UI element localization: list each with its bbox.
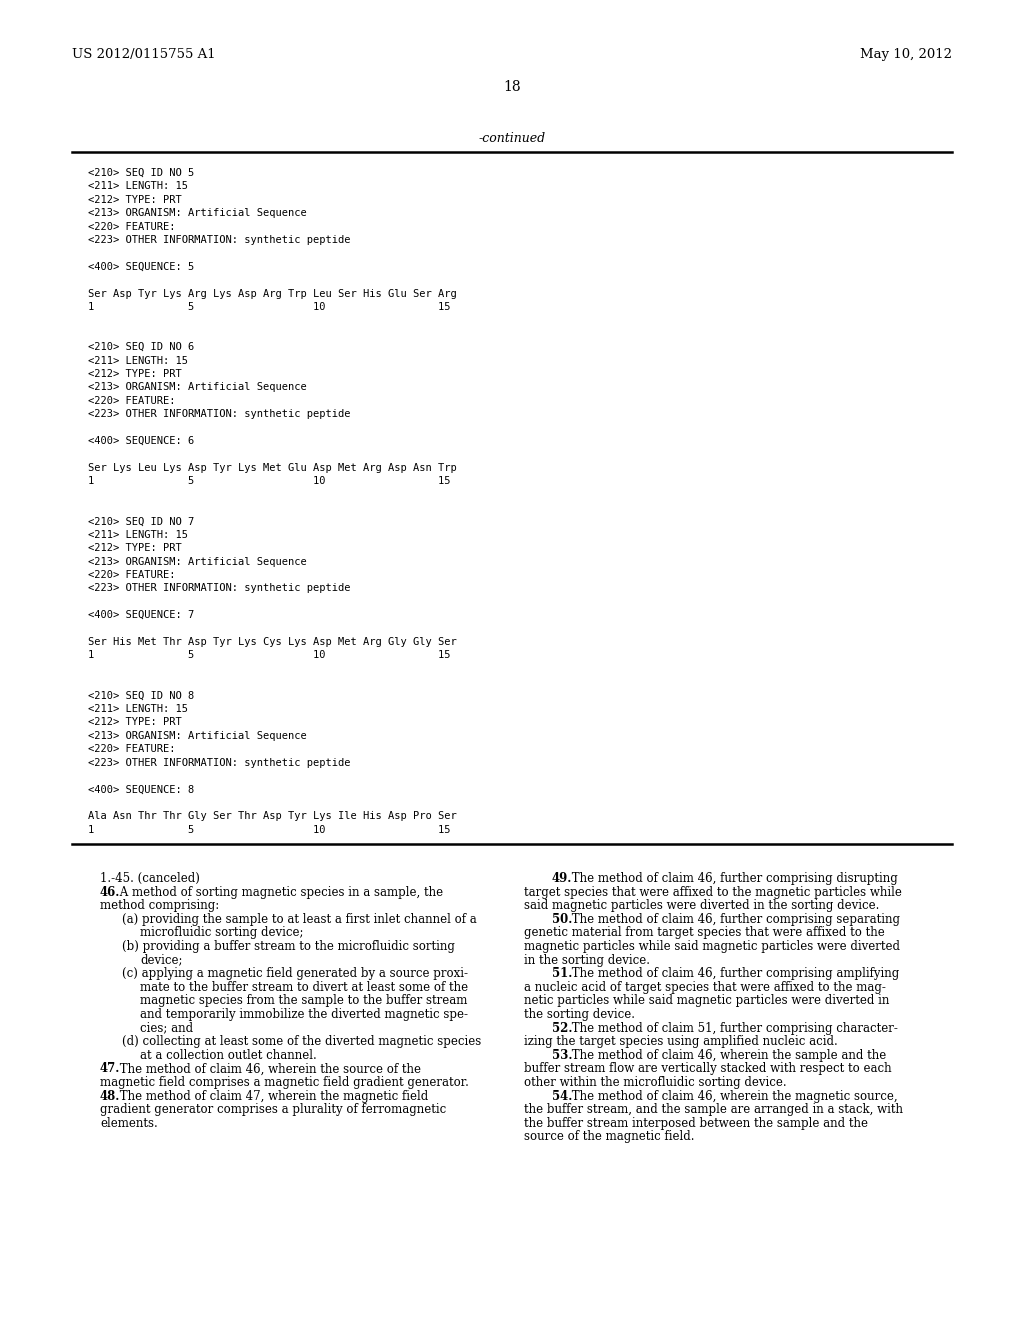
Text: 54.: 54. (552, 1089, 572, 1102)
Text: May 10, 2012: May 10, 2012 (860, 48, 952, 61)
Text: <212> TYPE: PRT: <212> TYPE: PRT (88, 544, 181, 553)
Text: 1.-​45. (canceled): 1.-​45. (canceled) (100, 873, 200, 884)
Text: genetic material from target species that were affixed to the: genetic material from target species tha… (524, 927, 885, 940)
Text: Ala Asn Thr Thr Gly Ser Thr Asp Tyr Lys Ile His Asp Pro Ser: Ala Asn Thr Thr Gly Ser Thr Asp Tyr Lys … (88, 812, 457, 821)
Text: 18: 18 (503, 81, 521, 94)
Text: the sorting device.: the sorting device. (524, 1008, 635, 1020)
Text: The method of claim 46, wherein the source of the: The method of claim 46, wherein the sour… (116, 1063, 421, 1076)
Text: <220> FEATURE:: <220> FEATURE: (88, 396, 175, 405)
Text: target species that were affixed to the magnetic particles while: target species that were affixed to the … (524, 886, 902, 899)
Text: cies; and: cies; and (140, 1022, 194, 1035)
Text: device;: device; (140, 953, 182, 966)
Text: <400> SEQUENCE: 7: <400> SEQUENCE: 7 (88, 610, 195, 620)
Text: <211> LENGTH: 15: <211> LENGTH: 15 (88, 704, 188, 714)
Text: (d) collecting at least some of the diverted magnetic species: (d) collecting at least some of the dive… (122, 1035, 481, 1048)
Text: <211> LENGTH: 15: <211> LENGTH: 15 (88, 181, 188, 191)
Text: <212> TYPE: PRT: <212> TYPE: PRT (88, 717, 181, 727)
Text: the buffer stream, and the sample are arranged in a stack, with: the buffer stream, and the sample are ar… (524, 1104, 903, 1117)
Text: <220> FEATURE:: <220> FEATURE: (88, 222, 175, 231)
Text: 49.: 49. (552, 873, 572, 884)
Text: 1               5                   10                  15: 1 5 10 15 (88, 477, 451, 486)
Text: and temporarily immobilize the diverted magnetic spe-: and temporarily immobilize the diverted … (140, 1008, 468, 1020)
Text: (a) providing the sample to at least a first inlet channel of a: (a) providing the sample to at least a f… (122, 913, 477, 925)
Text: The method of claim 46, wherein the sample and the: The method of claim 46, wherein the samp… (568, 1049, 886, 1061)
Text: -continued: -continued (478, 132, 546, 145)
Text: elements.: elements. (100, 1117, 158, 1130)
Text: The method of claim 47, wherein the magnetic field: The method of claim 47, wherein the magn… (116, 1089, 428, 1102)
Text: magnetic particles while said magnetic particles were diverted: magnetic particles while said magnetic p… (524, 940, 900, 953)
Text: 51.: 51. (552, 968, 572, 981)
Text: <210> SEQ ID NO 5: <210> SEQ ID NO 5 (88, 168, 195, 178)
Text: 53.: 53. (552, 1049, 572, 1061)
Text: the buffer stream interposed between the sample and the: the buffer stream interposed between the… (524, 1117, 868, 1130)
Text: <223> OTHER INFORMATION: synthetic peptide: <223> OTHER INFORMATION: synthetic pepti… (88, 409, 350, 420)
Text: netic particles while said magnetic particles were diverted in: netic particles while said magnetic part… (524, 994, 890, 1007)
Text: Ser Lys Leu Lys Asp Tyr Lys Met Glu Asp Met Arg Asp Asn Trp: Ser Lys Leu Lys Asp Tyr Lys Met Glu Asp … (88, 463, 457, 473)
Text: <210> SEQ ID NO 8: <210> SEQ ID NO 8 (88, 690, 195, 701)
Text: 52.: 52. (552, 1022, 572, 1035)
Text: in the sorting device.: in the sorting device. (524, 953, 650, 966)
Text: US 2012/0115755 A1: US 2012/0115755 A1 (72, 48, 216, 61)
Text: <220> FEATURE:: <220> FEATURE: (88, 744, 175, 754)
Text: A method of sorting magnetic species in a sample, the: A method of sorting magnetic species in … (116, 886, 443, 899)
Text: <212> TYPE: PRT: <212> TYPE: PRT (88, 370, 181, 379)
Text: method comprising:: method comprising: (100, 899, 219, 912)
Text: 47.: 47. (100, 1063, 121, 1076)
Text: The method of claim 46, wherein the magnetic source,: The method of claim 46, wherein the magn… (568, 1089, 897, 1102)
Text: mate to the buffer stream to divert at least some of the: mate to the buffer stream to divert at l… (140, 981, 468, 994)
Text: a nucleic acid of target species that were affixed to the mag-: a nucleic acid of target species that we… (524, 981, 886, 994)
Text: <213> ORGANISM: Artificial Sequence: <213> ORGANISM: Artificial Sequence (88, 731, 307, 741)
Text: <220> FEATURE:: <220> FEATURE: (88, 570, 175, 579)
Text: other within the microfluidic sorting device.: other within the microfluidic sorting de… (524, 1076, 786, 1089)
Text: <223> OTHER INFORMATION: synthetic peptide: <223> OTHER INFORMATION: synthetic pepti… (88, 583, 350, 594)
Text: <213> ORGANISM: Artificial Sequence: <213> ORGANISM: Artificial Sequence (88, 209, 307, 218)
Text: The method of claim 46, further comprising disrupting: The method of claim 46, further comprisi… (568, 873, 898, 884)
Text: <400> SEQUENCE: 8: <400> SEQUENCE: 8 (88, 784, 195, 795)
Text: <400> SEQUENCE: 6: <400> SEQUENCE: 6 (88, 436, 195, 446)
Text: <223> OTHER INFORMATION: synthetic peptide: <223> OTHER INFORMATION: synthetic pepti… (88, 758, 350, 768)
Text: The method of claim 46, further comprising amplifying: The method of claim 46, further comprisi… (568, 968, 899, 981)
Text: (b) providing a buffer stream to the microfluidic sorting: (b) providing a buffer stream to the mic… (122, 940, 455, 953)
Text: said magnetic particles were diverted in the sorting device.: said magnetic particles were diverted in… (524, 899, 880, 912)
Text: <211> LENGTH: 15: <211> LENGTH: 15 (88, 355, 188, 366)
Text: izing the target species using amplified nucleic acid.: izing the target species using amplified… (524, 1035, 838, 1048)
Text: <212> TYPE: PRT: <212> TYPE: PRT (88, 195, 181, 205)
Text: (c) applying a magnetic field generated by a source proxi-: (c) applying a magnetic field generated … (122, 968, 468, 981)
Text: 46.: 46. (100, 886, 121, 899)
Text: The method of claim 51, further comprising character-: The method of claim 51, further comprisi… (568, 1022, 898, 1035)
Text: The method of claim 46, further comprising separating: The method of claim 46, further comprisi… (568, 913, 900, 925)
Text: 48.: 48. (100, 1089, 121, 1102)
Text: <210> SEQ ID NO 7: <210> SEQ ID NO 7 (88, 516, 195, 527)
Text: 1               5                   10                  15: 1 5 10 15 (88, 651, 451, 660)
Text: Ser His Met Thr Asp Tyr Lys Cys Lys Asp Met Arg Gly Gly Ser: Ser His Met Thr Asp Tyr Lys Cys Lys Asp … (88, 638, 457, 647)
Text: Ser Asp Tyr Lys Arg Lys Asp Arg Trp Leu Ser His Glu Ser Arg: Ser Asp Tyr Lys Arg Lys Asp Arg Trp Leu … (88, 289, 457, 298)
Text: at a collection outlet channel.: at a collection outlet channel. (140, 1049, 316, 1061)
Text: 1               5                   10                  15: 1 5 10 15 (88, 302, 451, 312)
Text: buffer stream flow are vertically stacked with respect to each: buffer stream flow are vertically stacke… (524, 1063, 892, 1076)
Text: gradient generator comprises a plurality of ferromagnetic: gradient generator comprises a plurality… (100, 1104, 446, 1117)
Text: <223> OTHER INFORMATION: synthetic peptide: <223> OTHER INFORMATION: synthetic pepti… (88, 235, 350, 246)
Text: <210> SEQ ID NO 6: <210> SEQ ID NO 6 (88, 342, 195, 352)
Text: source of the magnetic field.: source of the magnetic field. (524, 1130, 694, 1143)
Text: <211> LENGTH: 15: <211> LENGTH: 15 (88, 529, 188, 540)
Text: <213> ORGANISM: Artificial Sequence: <213> ORGANISM: Artificial Sequence (88, 557, 307, 566)
Text: microfluidic sorting device;: microfluidic sorting device; (140, 927, 303, 940)
Text: <213> ORGANISM: Artificial Sequence: <213> ORGANISM: Artificial Sequence (88, 383, 307, 392)
Text: 1               5                   10                  15: 1 5 10 15 (88, 825, 451, 834)
Text: magnetic field comprises a magnetic field gradient generator.: magnetic field comprises a magnetic fiel… (100, 1076, 469, 1089)
Text: <400> SEQUENCE: 5: <400> SEQUENCE: 5 (88, 261, 195, 272)
Text: 50.: 50. (552, 913, 572, 925)
Text: magnetic species from the sample to the buffer stream: magnetic species from the sample to the … (140, 994, 467, 1007)
